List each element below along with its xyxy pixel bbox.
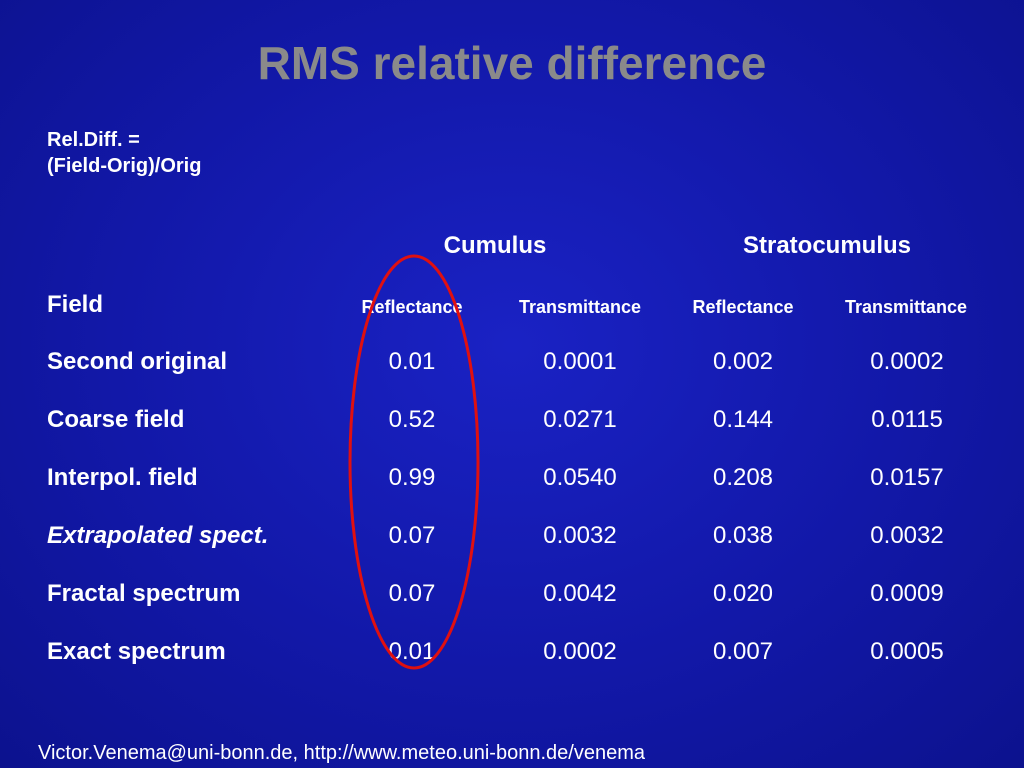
column-header-cumulus-transmittance: Transmittance xyxy=(518,297,642,317)
column-header-stratocumulus-reflectance: Reflectance xyxy=(692,297,794,317)
group-header-stratocumulus: Stratocumulus xyxy=(742,232,912,259)
table-cell: 0.020 xyxy=(712,580,774,607)
table-cell: 0.0157 xyxy=(870,464,944,491)
table-cell: 0.144 xyxy=(712,406,774,433)
table-row: Interpol. field 0.99 0.0540 0.208 0.0157 xyxy=(0,464,1024,504)
table-cell: 0.0032 xyxy=(543,522,617,549)
table-row: Coarse field 0.52 0.0271 0.144 0.0115 xyxy=(0,406,1024,446)
slide-title: RMS relative difference xyxy=(257,37,767,89)
table-cell: 0.0115 xyxy=(871,406,943,433)
row-label: Extrapolated spect. xyxy=(47,522,269,549)
table-cell: 0.0271 xyxy=(543,406,617,433)
row-label: Fractal spectrum xyxy=(47,580,241,607)
group-header-cumulus: Cumulus xyxy=(443,232,547,259)
table-cell: 0.0005 xyxy=(870,638,944,665)
formula-line-1: Rel.Diff. = xyxy=(47,129,140,151)
table-cell: 0.0032 xyxy=(870,522,944,549)
table-row: Fractal spectrum 0.07 0.0042 0.020 0.0009 xyxy=(0,580,1024,620)
column-header-cumulus-reflectance: Reflectance xyxy=(361,297,463,317)
field-column-header: Field xyxy=(47,291,104,318)
table-cell: 0.07 xyxy=(388,580,436,607)
column-header-stratocumulus-transmittance: Transmittance xyxy=(844,297,968,317)
footer-contact: Victor.Venema@uni-bonn.de, http://www.me… xyxy=(38,742,645,764)
highlight-ellipse-shape xyxy=(348,254,480,670)
table-cell: 0.007 xyxy=(712,638,774,665)
highlight-ellipse xyxy=(348,254,480,670)
table-cell: 0.07 xyxy=(388,522,436,549)
row-label: Coarse field xyxy=(47,406,185,433)
table-cell: 0.038 xyxy=(712,522,774,549)
table-cell: 0.0009 xyxy=(870,580,944,607)
table-cell: 0.0540 xyxy=(543,464,617,491)
table-row: Second original 0.01 0.0001 0.002 0.0002 xyxy=(0,348,1024,388)
table-cell: 0.52 xyxy=(388,406,436,433)
formula-text: Rel.Diff. = (Field-Orig)/Orig xyxy=(47,127,201,179)
formula-line-2: (Field-Orig)/Orig xyxy=(47,155,202,177)
table-cell: 0.99 xyxy=(388,464,436,491)
table-cell: 0.208 xyxy=(712,464,774,491)
table-cell: 0.0042 xyxy=(543,580,617,607)
table-cell: 0.0002 xyxy=(543,638,617,665)
table-cell: 0.0002 xyxy=(870,348,944,375)
table-row: Extrapolated spect. 0.07 0.0032 0.038 0.0032 xyxy=(0,522,1024,562)
row-label: Second original xyxy=(47,348,228,375)
table-cell: 0.01 xyxy=(388,348,436,375)
row-label: Exact spectrum xyxy=(47,638,226,665)
row-label: Interpol. field xyxy=(47,464,198,491)
table-row: Exact spectrum 0.01 0.0002 0.007 0.0005 xyxy=(0,638,1024,678)
table-cell: 0.002 xyxy=(712,348,774,375)
table-cell: 0.0001 xyxy=(543,348,617,375)
